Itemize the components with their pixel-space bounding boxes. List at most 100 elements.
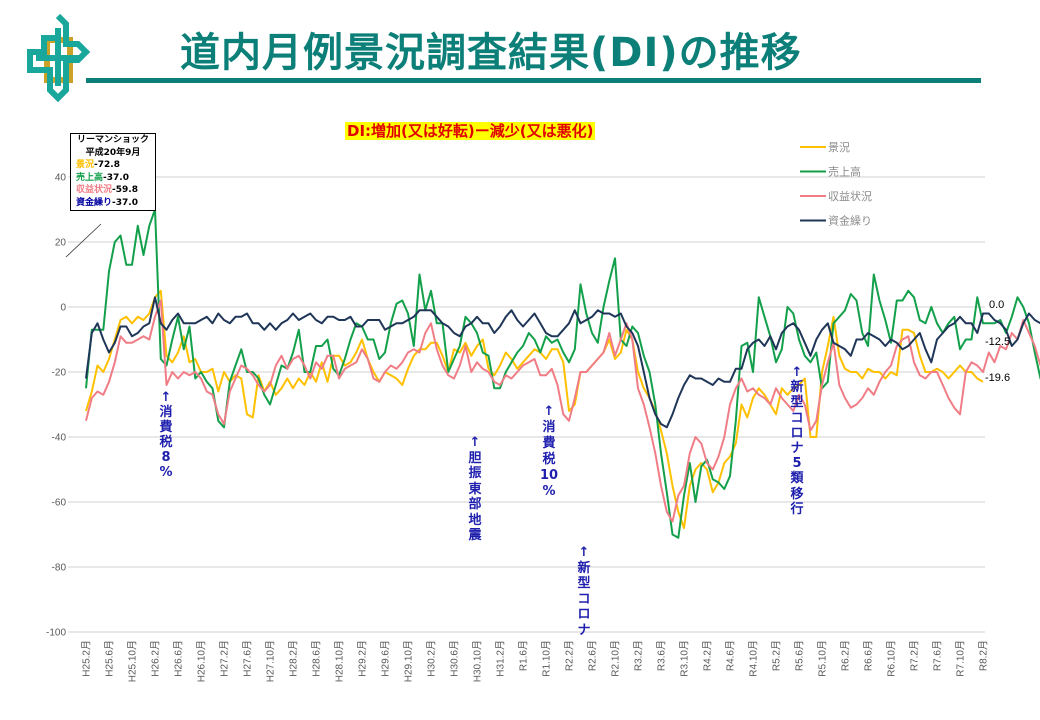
x-tick-label: H28.10月 [334, 640, 346, 682]
annotation-iburi-earthquake: ↑ 胆振東部地震 [467, 435, 483, 544]
y-tick-label: 40 [55, 173, 67, 184]
x-tick-label: H26.10月 [196, 640, 208, 682]
series-line-収益状況 [85, 299, 1040, 523]
x-tick-label: H29.2月 [357, 640, 369, 677]
x-tick-label: H26.6月 [173, 640, 185, 677]
x-tick-label: R1.10月 [541, 640, 553, 677]
lehman-item: 収益状況-59.8 [76, 184, 155, 197]
annotation-char: ↑ [469, 435, 481, 450]
x-tick-label: R5.10月 [817, 640, 829, 677]
x-tick-label: H28.6月 [311, 640, 323, 677]
annotation-char: 8 [161, 450, 171, 465]
x-tick-label: R6.10月 [886, 640, 898, 677]
lehman-item-value: -59.8 [112, 185, 138, 195]
annotation-char: ↑ [543, 404, 555, 419]
lehman-item: 景況-72.8 [76, 159, 155, 172]
annotation-covid-class5: ↑ 新型コロナ 5 類移行 [789, 365, 805, 517]
end-label-shueki: -12.5 [985, 336, 1010, 348]
annotation-char: 東 [468, 481, 482, 497]
annotation-char: % [542, 484, 556, 499]
annotation-char: 費 [542, 436, 556, 451]
x-tick-label: R2.10月 [610, 640, 622, 677]
x-tick-label: R6.2月 [840, 640, 852, 671]
x-tick-label: R2.2月 [564, 640, 576, 671]
annotation-covid: ↑ 新型コロナ [576, 545, 592, 638]
x-tick-label: R8.2月 [978, 640, 990, 671]
x-tick-label: H30.10月 [472, 640, 484, 682]
legend-label: 資金繰り [828, 214, 872, 228]
annotation-char: 新 [790, 380, 804, 396]
legend-label: 景況 [828, 140, 850, 154]
annotation-char: 部 [468, 497, 482, 512]
lehman-item: 資金繰り-37.0 [76, 197, 155, 210]
x-tick-label: H30.2月 [426, 640, 438, 677]
annotation-char: 新 [577, 560, 591, 576]
end-label-shikin: 0.0 [989, 299, 1004, 311]
legend-label: 収益状況 [828, 189, 872, 203]
gridlines [68, 176, 985, 633]
chart-subtitle: DI:増加(又は好転)ー減少(又は悪化) [345, 122, 596, 140]
lehman-item-value: -37.0 [112, 197, 138, 208]
annotation-char: コ [577, 591, 591, 607]
x-tick-label: R3.10月 [679, 640, 691, 677]
x-tick-label: H25.10月 [127, 640, 139, 682]
y-tick-label: -20 [52, 368, 67, 379]
annotation-char: ↑ [578, 545, 590, 560]
y-tick-label: -60 [52, 498, 67, 509]
lehman-date: 平成20年9月 [85, 147, 141, 158]
annotation-char: 移 [790, 486, 804, 502]
annotation-consumption-tax-8: ↑ 消費税 8% [158, 390, 174, 480]
annotation-char: ロ [790, 425, 804, 441]
series-lines [85, 208, 1040, 539]
lehman-item-value: -37.0 [103, 172, 129, 183]
x-tick-label: R1.6月 [518, 640, 530, 671]
x-tick-label: R7.2月 [909, 640, 921, 671]
annotation-char: 10 [539, 468, 559, 483]
lehman-item-label: 資金繰り [76, 197, 113, 208]
x-tick-label: H29.10月 [403, 640, 415, 682]
x-tick-label: R4.2月 [702, 640, 714, 671]
annotation-char: 類 [790, 471, 804, 487]
page-title: 道内月例景況調査結果(DI)の推移 [180, 30, 802, 76]
series-line-売上高 [85, 208, 1040, 539]
annotation-char: ↑ [160, 390, 172, 405]
lehman-item-label: 売上高 [76, 172, 104, 183]
lehman-item: 売上高-37.0 [76, 172, 155, 185]
annotation-char: 税 [542, 452, 556, 467]
lehman-shock-box: リーマンショック 平成20年9月 景況-72.8 売上高-37.0 収益状況-5… [70, 133, 156, 211]
x-tick-label: H27.6月 [242, 640, 254, 677]
annotation-char: 5 [792, 456, 802, 472]
annotation-char: 振 [468, 466, 482, 481]
logo-icon [27, 13, 91, 102]
annotation-char: % [159, 465, 173, 480]
x-tick-label: H29.6月 [380, 640, 392, 677]
x-tick-label: H27.10月 [265, 640, 277, 682]
x-tick-label: R7.6月 [932, 640, 944, 671]
x-tick-label: H26.2月 [150, 640, 162, 677]
x-tick-label: R3.2月 [633, 640, 645, 671]
annotation-char: ナ [577, 622, 591, 638]
lehman-title: リーマンショック [76, 135, 149, 145]
x-tick-label: R4.10月 [748, 640, 760, 677]
y-tick-label: -100 [46, 628, 66, 639]
x-tick-label: R5.6月 [794, 640, 806, 671]
annotation-char: ロ [577, 607, 591, 622]
annotation-char: ↑ [791, 365, 803, 380]
x-tick-label: H31.2月 [495, 640, 507, 677]
x-tick-label: R5.2月 [771, 640, 783, 671]
x-tick-label: R2.6月 [587, 640, 599, 671]
x-tick-label: R7.10月 [955, 640, 967, 677]
series-line-資金繰り [85, 296, 1040, 429]
annotation-char: ナ [790, 441, 804, 457]
y-tick-label: 20 [55, 238, 67, 249]
y-tick-label: 0 [60, 303, 66, 314]
x-tick-label: R4.6月 [725, 640, 737, 671]
annotation-char: 消 [159, 405, 173, 420]
x-tick-label: H27.2月 [219, 640, 231, 677]
annotation-char: 費 [159, 420, 173, 435]
annotation-consumption-tax-10: ↑ 消費税 10% [539, 404, 559, 500]
lehman-item-label: 景況 [76, 160, 95, 170]
series-line-景況 [85, 289, 984, 529]
title-underline [86, 78, 981, 83]
